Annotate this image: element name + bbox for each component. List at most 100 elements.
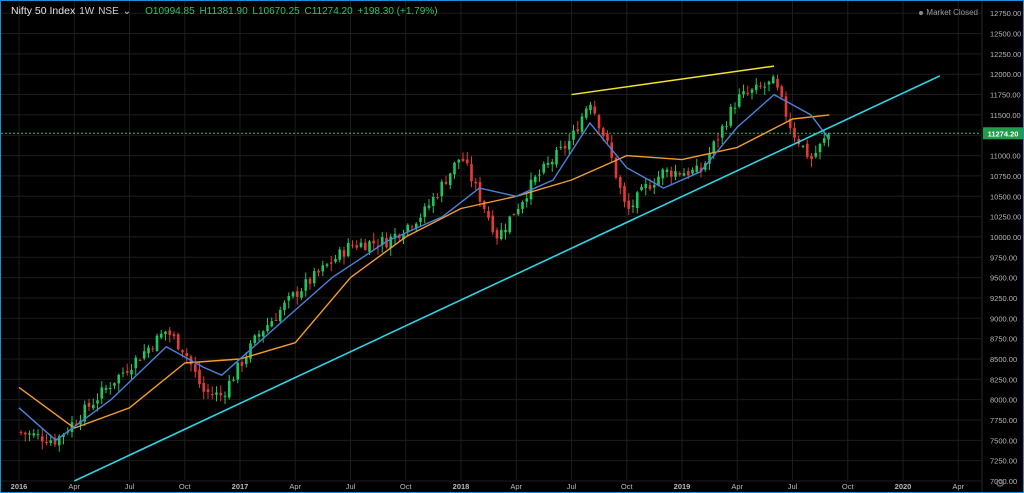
y-tick-label: 11500.00 [990, 111, 1021, 120]
chevron-down-icon[interactable]: ⌄ [122, 5, 132, 17]
candle-body [376, 245, 380, 247]
candle-body [317, 270, 320, 273]
y-tick-label: 7750.00 [990, 416, 1017, 425]
candle-body [338, 249, 342, 260]
ma-slow-line [18, 114, 830, 429]
gear-icon[interactable]: ⚙ [995, 478, 1005, 490]
candle-body [419, 217, 422, 223]
status-dot-icon [919, 10, 924, 15]
candle-body [414, 223, 418, 229]
candle-body [40, 436, 44, 442]
candle-body [516, 208, 520, 215]
candle-body [346, 242, 350, 257]
candle-body [827, 134, 830, 140]
price-tag-bg [983, 127, 1023, 140]
candle-body [45, 441, 48, 444]
candle-body [206, 389, 210, 392]
price-tag-label: 11274.20 [988, 129, 1019, 138]
exchange-label[interactable]: NSE [98, 5, 119, 17]
candle-body [771, 76, 775, 84]
candle-body [504, 229, 507, 233]
candle-body [470, 163, 473, 182]
candle-body [32, 433, 36, 436]
candle-body [393, 233, 397, 239]
interval-label[interactable]: 1W [79, 5, 95, 17]
y-tick-label: 12500.00 [990, 30, 1021, 39]
candle-body [410, 226, 414, 228]
symbol-title[interactable]: Nifty 50 Index [11, 5, 76, 17]
x-tick-label: Apr [952, 482, 964, 491]
candle-body [261, 331, 265, 337]
y-tick-label: 8500.00 [990, 355, 1017, 364]
candle-body [130, 370, 133, 375]
x-tick-label: Oct [179, 482, 192, 491]
y-tick-label: 12000.00 [990, 70, 1021, 79]
y-tick-label: 7000.00 [990, 477, 1017, 486]
candle-body [810, 155, 813, 160]
x-tick-label: Apr [289, 482, 301, 491]
candle-body [763, 86, 767, 88]
candle-body [117, 374, 121, 384]
candle-body [754, 84, 758, 90]
candle-body [614, 157, 618, 178]
candle-body [716, 139, 720, 141]
candle-body [759, 85, 762, 87]
candle-body [19, 431, 23, 433]
market-status: Market Closed [919, 8, 978, 17]
x-tick-label: 2017 [232, 482, 249, 491]
candle-body [87, 402, 91, 407]
candle-body [427, 205, 431, 208]
candle-body [372, 240, 376, 244]
candle-body [274, 319, 278, 321]
candle-body [121, 372, 125, 374]
candle-body [648, 185, 652, 190]
candle-body [589, 104, 592, 111]
candle-body [482, 201, 486, 209]
y-tick-label: 7250.00 [990, 457, 1017, 466]
y-tick-label: 8250.00 [990, 375, 1017, 384]
candle-body [359, 242, 363, 247]
candle-body [168, 330, 172, 335]
candle-body [321, 265, 325, 272]
candle-body [223, 395, 227, 397]
close-value: C11274.20 [304, 5, 353, 17]
ma-fast-line [18, 93, 830, 441]
candle-body [28, 433, 31, 435]
candle-body [389, 236, 393, 248]
candle-body [691, 169, 694, 174]
candle-body [155, 335, 159, 351]
candle-body [699, 167, 703, 172]
candle-body [431, 196, 435, 206]
candle-body [495, 229, 499, 239]
y-tick-label: 10250.00 [990, 213, 1021, 222]
candle-body [708, 153, 711, 164]
candle-body [674, 171, 677, 177]
y-tick-label: 10750.00 [990, 172, 1021, 181]
candle-body [822, 138, 826, 143]
x-tick-label: Jul [788, 482, 798, 491]
open-value: O10994.85 [145, 5, 195, 17]
candle-body [363, 242, 367, 250]
candle-body [444, 181, 448, 184]
candle-body [665, 169, 669, 172]
x-tick-label: 2018 [453, 482, 470, 491]
x-tick-label: Oct [842, 482, 855, 491]
candle-body [618, 177, 622, 188]
x-tick-label: 2016 [11, 482, 28, 491]
low-value: L10670.25 [252, 5, 300, 17]
candle-body [555, 150, 558, 165]
candle-body [329, 262, 333, 264]
symbol-header: Nifty 50 Index 1W NSE ⌄ O10994.85 H11381… [11, 5, 440, 17]
candle-body [499, 229, 503, 239]
candle-body [652, 185, 656, 188]
candle-body [351, 244, 354, 246]
candle-body [91, 404, 95, 409]
support-trendline [73, 75, 941, 482]
candle-body [202, 382, 206, 392]
candle-body [695, 165, 699, 172]
y-tick-label: 7500.00 [990, 436, 1017, 445]
candle-body [304, 279, 308, 291]
candle-body [572, 130, 575, 140]
